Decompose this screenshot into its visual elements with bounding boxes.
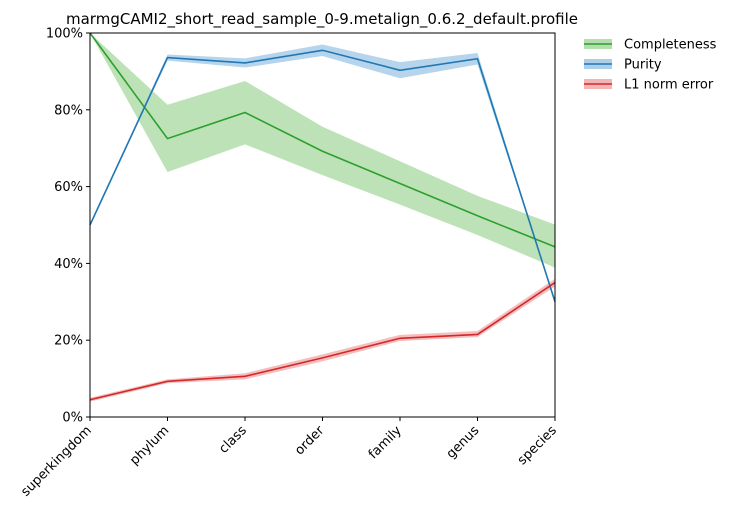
y-tick-label-1: 20% — [54, 334, 83, 349]
y-tick-label-5: 100% — [46, 27, 83, 42]
band-0 — [90, 33, 555, 268]
series-line-0 — [89, 32, 556, 248]
x-tick-label-2: class — [216, 423, 250, 457]
x-tick-label-5: genus — [444, 423, 483, 462]
legend-label-0: Completeness — [624, 38, 717, 53]
legend-label-1: Purity — [624, 58, 662, 73]
x-tick-label-4: family — [366, 423, 405, 462]
x-tick-label-1: phylum — [127, 423, 172, 468]
y-tick-label-2: 40% — [54, 257, 83, 272]
chart-title: marmgCAMI2_short_read_sample_0-9.metalig… — [66, 10, 578, 29]
y-tick-label-3: 60% — [54, 180, 83, 195]
y-tick-label-4: 80% — [54, 103, 83, 118]
x-tick-label-0: superkingdom — [18, 423, 94, 499]
x-tick-label-3: order — [292, 423, 328, 459]
y-tick-label-0: 0% — [62, 411, 83, 426]
legend-label-2: L1 norm error — [624, 78, 714, 93]
x-tick-label-6: species — [515, 423, 560, 468]
series-line-1 — [89, 49, 556, 303]
series-line-2 — [89, 281, 556, 401]
